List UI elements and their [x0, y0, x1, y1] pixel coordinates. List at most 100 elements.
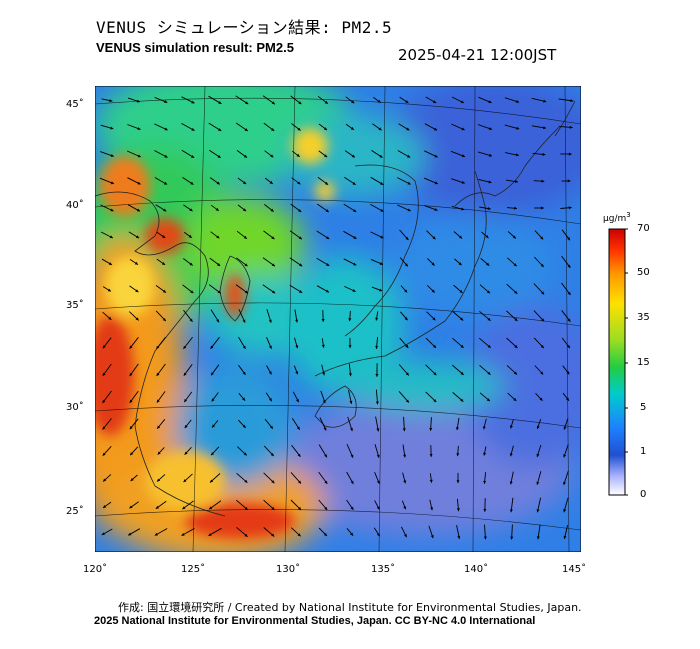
wind-vector-head	[406, 127, 410, 131]
lon-tick-135: 135˚	[371, 564, 396, 575]
wind-vector-head	[268, 371, 272, 375]
wind-vector-head	[430, 535, 434, 539]
wind-vector-head	[353, 236, 357, 239]
wind-vector-head	[375, 317, 379, 321]
wind-vector-head	[403, 454, 407, 458]
wind-vector-head	[270, 154, 274, 158]
wind-vector-head	[541, 179, 545, 183]
wind-vector-head	[129, 426, 133, 430]
wind-vector-head	[296, 153, 300, 157]
wind-vector-head	[509, 453, 513, 457]
wind-vector-head	[269, 180, 273, 184]
wind-vector-head	[540, 371, 544, 375]
wind-vector-head	[242, 181, 247, 184]
wind-vector-head	[210, 479, 214, 483]
wind-vector-head	[211, 398, 215, 402]
wind-vector-head	[433, 344, 437, 348]
wind-vector-head	[461, 180, 465, 184]
wind-vector-head	[297, 181, 301, 185]
wind-vector-head	[243, 235, 247, 239]
wind-vector-head	[208, 533, 212, 536]
wind-vector-head	[460, 344, 464, 348]
wind-vector-head	[352, 182, 356, 185]
wind-vector-head	[483, 452, 487, 456]
wind-vector-head	[156, 345, 160, 349]
wind-vector-head	[509, 509, 513, 513]
wind-vector-head	[405, 100, 409, 103]
wind-vector-head	[135, 289, 139, 293]
wind-vector-head	[536, 453, 540, 457]
wind-vector-head	[297, 127, 301, 131]
wind-vector-head	[324, 181, 329, 185]
wind-vector-head	[154, 532, 158, 536]
wind-vector-head	[482, 426, 486, 430]
wind-vector-head	[430, 507, 434, 511]
wind-vector-head	[102, 399, 106, 403]
wind-vector-head	[429, 427, 433, 431]
wind-vector-head	[298, 506, 302, 510]
wind-vector-head	[181, 532, 185, 536]
wind-vector-head	[242, 397, 246, 401]
wind-vector-head	[244, 128, 248, 131]
wind-vector-head	[244, 506, 248, 510]
wind-vector-head	[488, 100, 492, 104]
pm25-map	[95, 86, 581, 552]
wind-vector-head	[350, 480, 354, 484]
wind-vector-head	[271, 533, 275, 537]
wind-vector-head	[513, 263, 517, 267]
wind-vector-head	[513, 397, 517, 401]
wind-vector-head	[405, 372, 409, 376]
wind-vector-head	[486, 290, 490, 294]
wind-vector-head	[563, 535, 567, 539]
wind-vector-head	[324, 480, 328, 484]
wind-vector-head	[404, 289, 408, 293]
wind-vector-head	[515, 153, 519, 157]
wind-vector-head	[298, 480, 301, 484]
wind-vector-head	[515, 180, 518, 183]
wind-vector-head	[376, 428, 380, 432]
page-title-english: VENUS simulation result: PM2.5	[96, 40, 294, 55]
wind-vector-head	[568, 206, 572, 210]
wind-vector-head	[456, 480, 460, 484]
wind-vector-head	[189, 318, 193, 322]
wind-vector-head	[563, 454, 567, 458]
wind-vector-head	[536, 481, 540, 485]
wind-vector-head	[434, 154, 438, 158]
wind-vector-head	[404, 263, 408, 267]
wind-vector-head	[129, 399, 133, 403]
wind-vector-head	[460, 100, 464, 104]
coastlines	[95, 100, 576, 517]
wind-vector-head	[376, 480, 380, 484]
wind-vector-head	[102, 345, 106, 349]
credit-line: 作成: 国立環境研究所 / Created by National Instit…	[118, 601, 582, 614]
wind-vector-head	[108, 262, 112, 265]
wind-vector-head	[136, 208, 140, 212]
wind-vector-head	[376, 533, 380, 537]
wind-vector-head	[323, 427, 327, 431]
wind-vector-head	[297, 533, 301, 537]
wind-vector-head	[135, 235, 140, 239]
wind-vector-head	[296, 399, 299, 403]
wind-vector-head	[157, 425, 161, 429]
wind-vector-head	[242, 371, 246, 375]
wind-vector-head	[216, 181, 220, 185]
wind-vector-head	[298, 101, 302, 105]
wind-vector-head	[109, 99, 113, 103]
colorbar-tick-15: 15	[637, 357, 650, 368]
wind-vector-head	[244, 533, 248, 537]
wind-vector-head	[298, 209, 302, 212]
wind-vector-head	[191, 127, 195, 131]
wind-vector-head	[458, 262, 462, 266]
wind-vector-head	[323, 532, 327, 536]
wind-vector-head	[376, 506, 380, 510]
wind-vector-head	[349, 400, 353, 404]
wind-vector-head	[322, 372, 326, 376]
wind-vector-head	[456, 508, 460, 512]
wind-vector-head	[136, 99, 140, 103]
wind-vector-head	[326, 236, 330, 239]
wind-vector-head	[379, 262, 383, 265]
wind-vector-head	[380, 235, 384, 239]
wind-vector-head	[321, 344, 325, 348]
wind-vector-head	[513, 371, 517, 375]
wind-vector-head	[570, 99, 574, 103]
